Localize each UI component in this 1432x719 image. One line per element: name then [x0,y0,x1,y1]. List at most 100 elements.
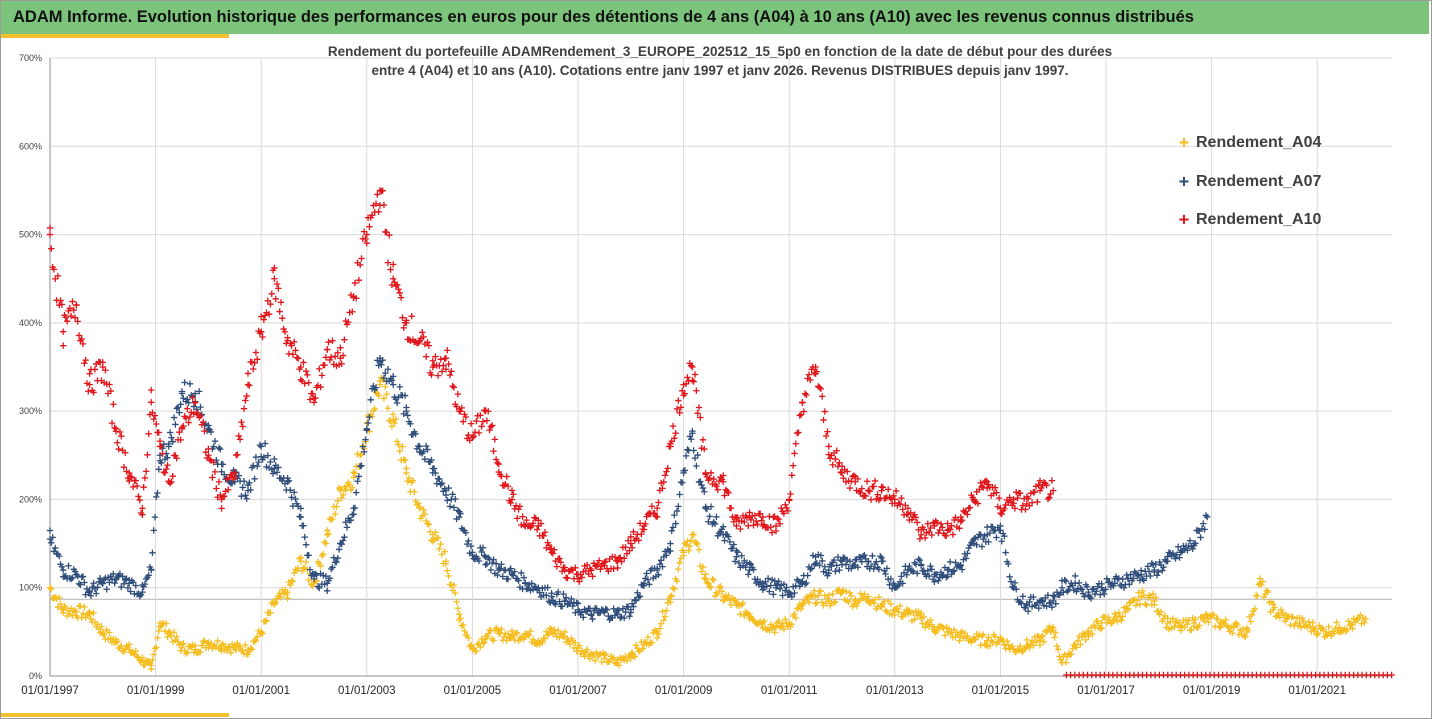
marker-a10 [507,499,514,507]
marker-a07 [132,582,139,589]
data-point-a07 [46,535,54,543]
marker-a07 [675,503,682,510]
marker-a10 [822,432,830,440]
data-point-a07 [574,606,582,613]
marker-a10 [63,317,71,325]
data-point-a07 [733,553,740,561]
marker-a10 [445,360,452,368]
marker-a07 [111,579,118,587]
marker-a07 [1160,563,1167,571]
data-point-a04 [1349,621,1356,628]
data-point-a10 [918,531,925,538]
data-point-a07 [720,531,727,538]
marker-a07 [482,561,489,568]
marker-a04 [804,595,811,602]
marker-a10 [699,436,707,443]
marker-a07 [1140,577,1148,584]
marker-a10 [182,415,190,422]
marker-a10 [102,367,109,374]
data-point-a07 [324,580,331,587]
data-point-a10 [931,522,938,530]
marker-a10 [684,374,691,381]
marker-a10 [225,486,232,493]
data-point-a04 [1111,615,1118,622]
marker-a10 [572,564,579,572]
marker-a07 [467,542,475,550]
marker-a07 [804,572,811,579]
y-tick-label: 100% [19,583,42,593]
marker-a10 [316,365,323,373]
marker-a07 [593,605,600,612]
data-point-a04 [508,633,516,640]
marker-a10 [1043,481,1050,489]
marker-a10 [487,423,495,430]
marker-a10 [75,332,83,339]
marker-a04 [437,540,444,548]
marker-a04 [334,497,341,505]
chart-subtitle-line-2: entre 4 (A04) et 10 ans (A10). Cotations… [371,63,1069,78]
marker-a10 [734,514,741,521]
data-point-a10 [403,319,410,327]
marker-a07 [67,575,75,583]
marker-a10 [297,376,304,383]
marker-a10 [976,486,983,493]
marker-a07 [1139,575,1146,583]
marker-a10 [85,388,92,395]
marker-a04 [393,438,401,445]
marker-a10 [260,316,268,323]
marker-a10 [291,338,298,346]
marker-a04 [1157,608,1165,616]
marker-a07 [465,537,472,545]
data-point-a10 [957,518,964,525]
data-point-a04 [1058,659,1066,666]
marker-a04 [1184,621,1191,628]
data-point-a07 [1050,597,1057,605]
legend-label-a10: Rendement_A10 [1196,211,1322,229]
x-tick-label: 01/01/2009 [655,685,713,697]
marker-a10 [516,503,524,510]
data-point-a10 [205,452,212,459]
marker-a04 [829,590,836,598]
marker-a07 [965,544,972,552]
marker-a10 [998,510,1005,518]
data-point-a10 [258,328,265,335]
marker-a04 [1240,632,1248,640]
marker-a10 [108,419,116,427]
marker-a07 [1035,605,1042,612]
marker-a10 [302,367,310,375]
marker-a04 [198,642,205,649]
marker-a07 [490,556,497,563]
marker-a07 [155,466,162,473]
data-point-a04 [86,611,93,618]
marker-a07 [1043,603,1050,610]
marker-a04 [632,642,640,649]
marker-a10 [863,478,871,485]
marker-a07 [1134,572,1141,580]
marker-a10 [687,362,695,369]
marker-a10 [250,365,257,373]
marker-a10 [144,451,151,459]
marker-a07 [287,486,294,494]
marker-a10 [1014,494,1021,502]
data-point-a04 [931,624,938,631]
marker-a10 [993,489,1000,496]
data-point-a04 [178,644,186,651]
marker-a07 [711,520,719,528]
marker-a07 [211,438,219,445]
marker-a04 [684,538,691,545]
marker-a04 [1152,594,1159,601]
marker-a07 [725,533,732,540]
marker-a10 [449,382,456,390]
marker-a04 [1053,642,1061,650]
marker-a04 [1028,637,1036,644]
marker-a10 [948,522,955,529]
marker-a10 [390,261,397,268]
marker-a10 [555,555,562,563]
marker-a10 [306,396,314,403]
marker-a07 [1007,578,1015,585]
marker-a10 [173,455,180,462]
marker-a10 [242,397,249,404]
data-point-a04 [258,628,265,636]
marker-a04 [173,633,180,641]
marker-a07 [353,489,360,496]
